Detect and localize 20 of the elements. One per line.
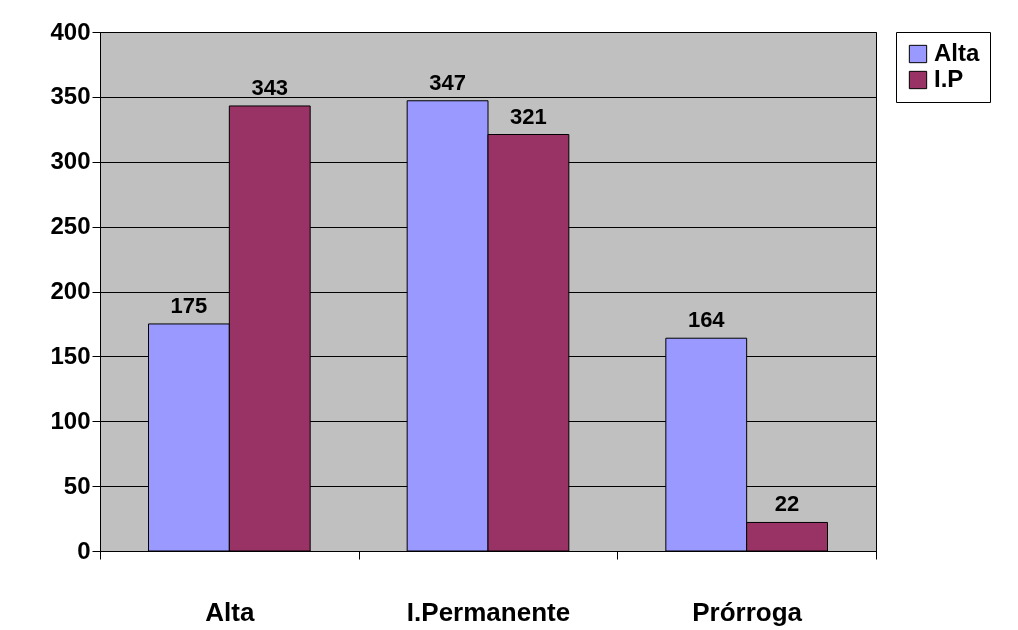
data-label: 22 [774,491,800,517]
x-tick-label: Prórroga [692,596,803,627]
legend-label: Alta [934,39,980,66]
y-tick-label: 50 [63,471,91,499]
y-tick-label: 100 [50,406,91,434]
y-tick-label: 0 [77,536,91,564]
y-tick-label: 200 [50,277,91,304]
data-label: 321 [510,103,547,129]
legend-label: I.P [934,65,964,92]
y-tick-label: 400 [50,17,91,45]
data-label: 164 [687,307,726,333]
y-tick-label: 250 [50,212,91,240]
data-label: 175 [170,292,208,318]
x-tick-label: I.Permanente [406,596,571,627]
data-label: 347 [429,69,466,95]
y-tick-label: 350 [50,82,91,110]
y-tick-label: 300 [50,147,91,175]
data-label: 343 [251,74,289,100]
y-tick-label: 150 [50,341,91,369]
x-tick-label: Alta [205,596,255,627]
